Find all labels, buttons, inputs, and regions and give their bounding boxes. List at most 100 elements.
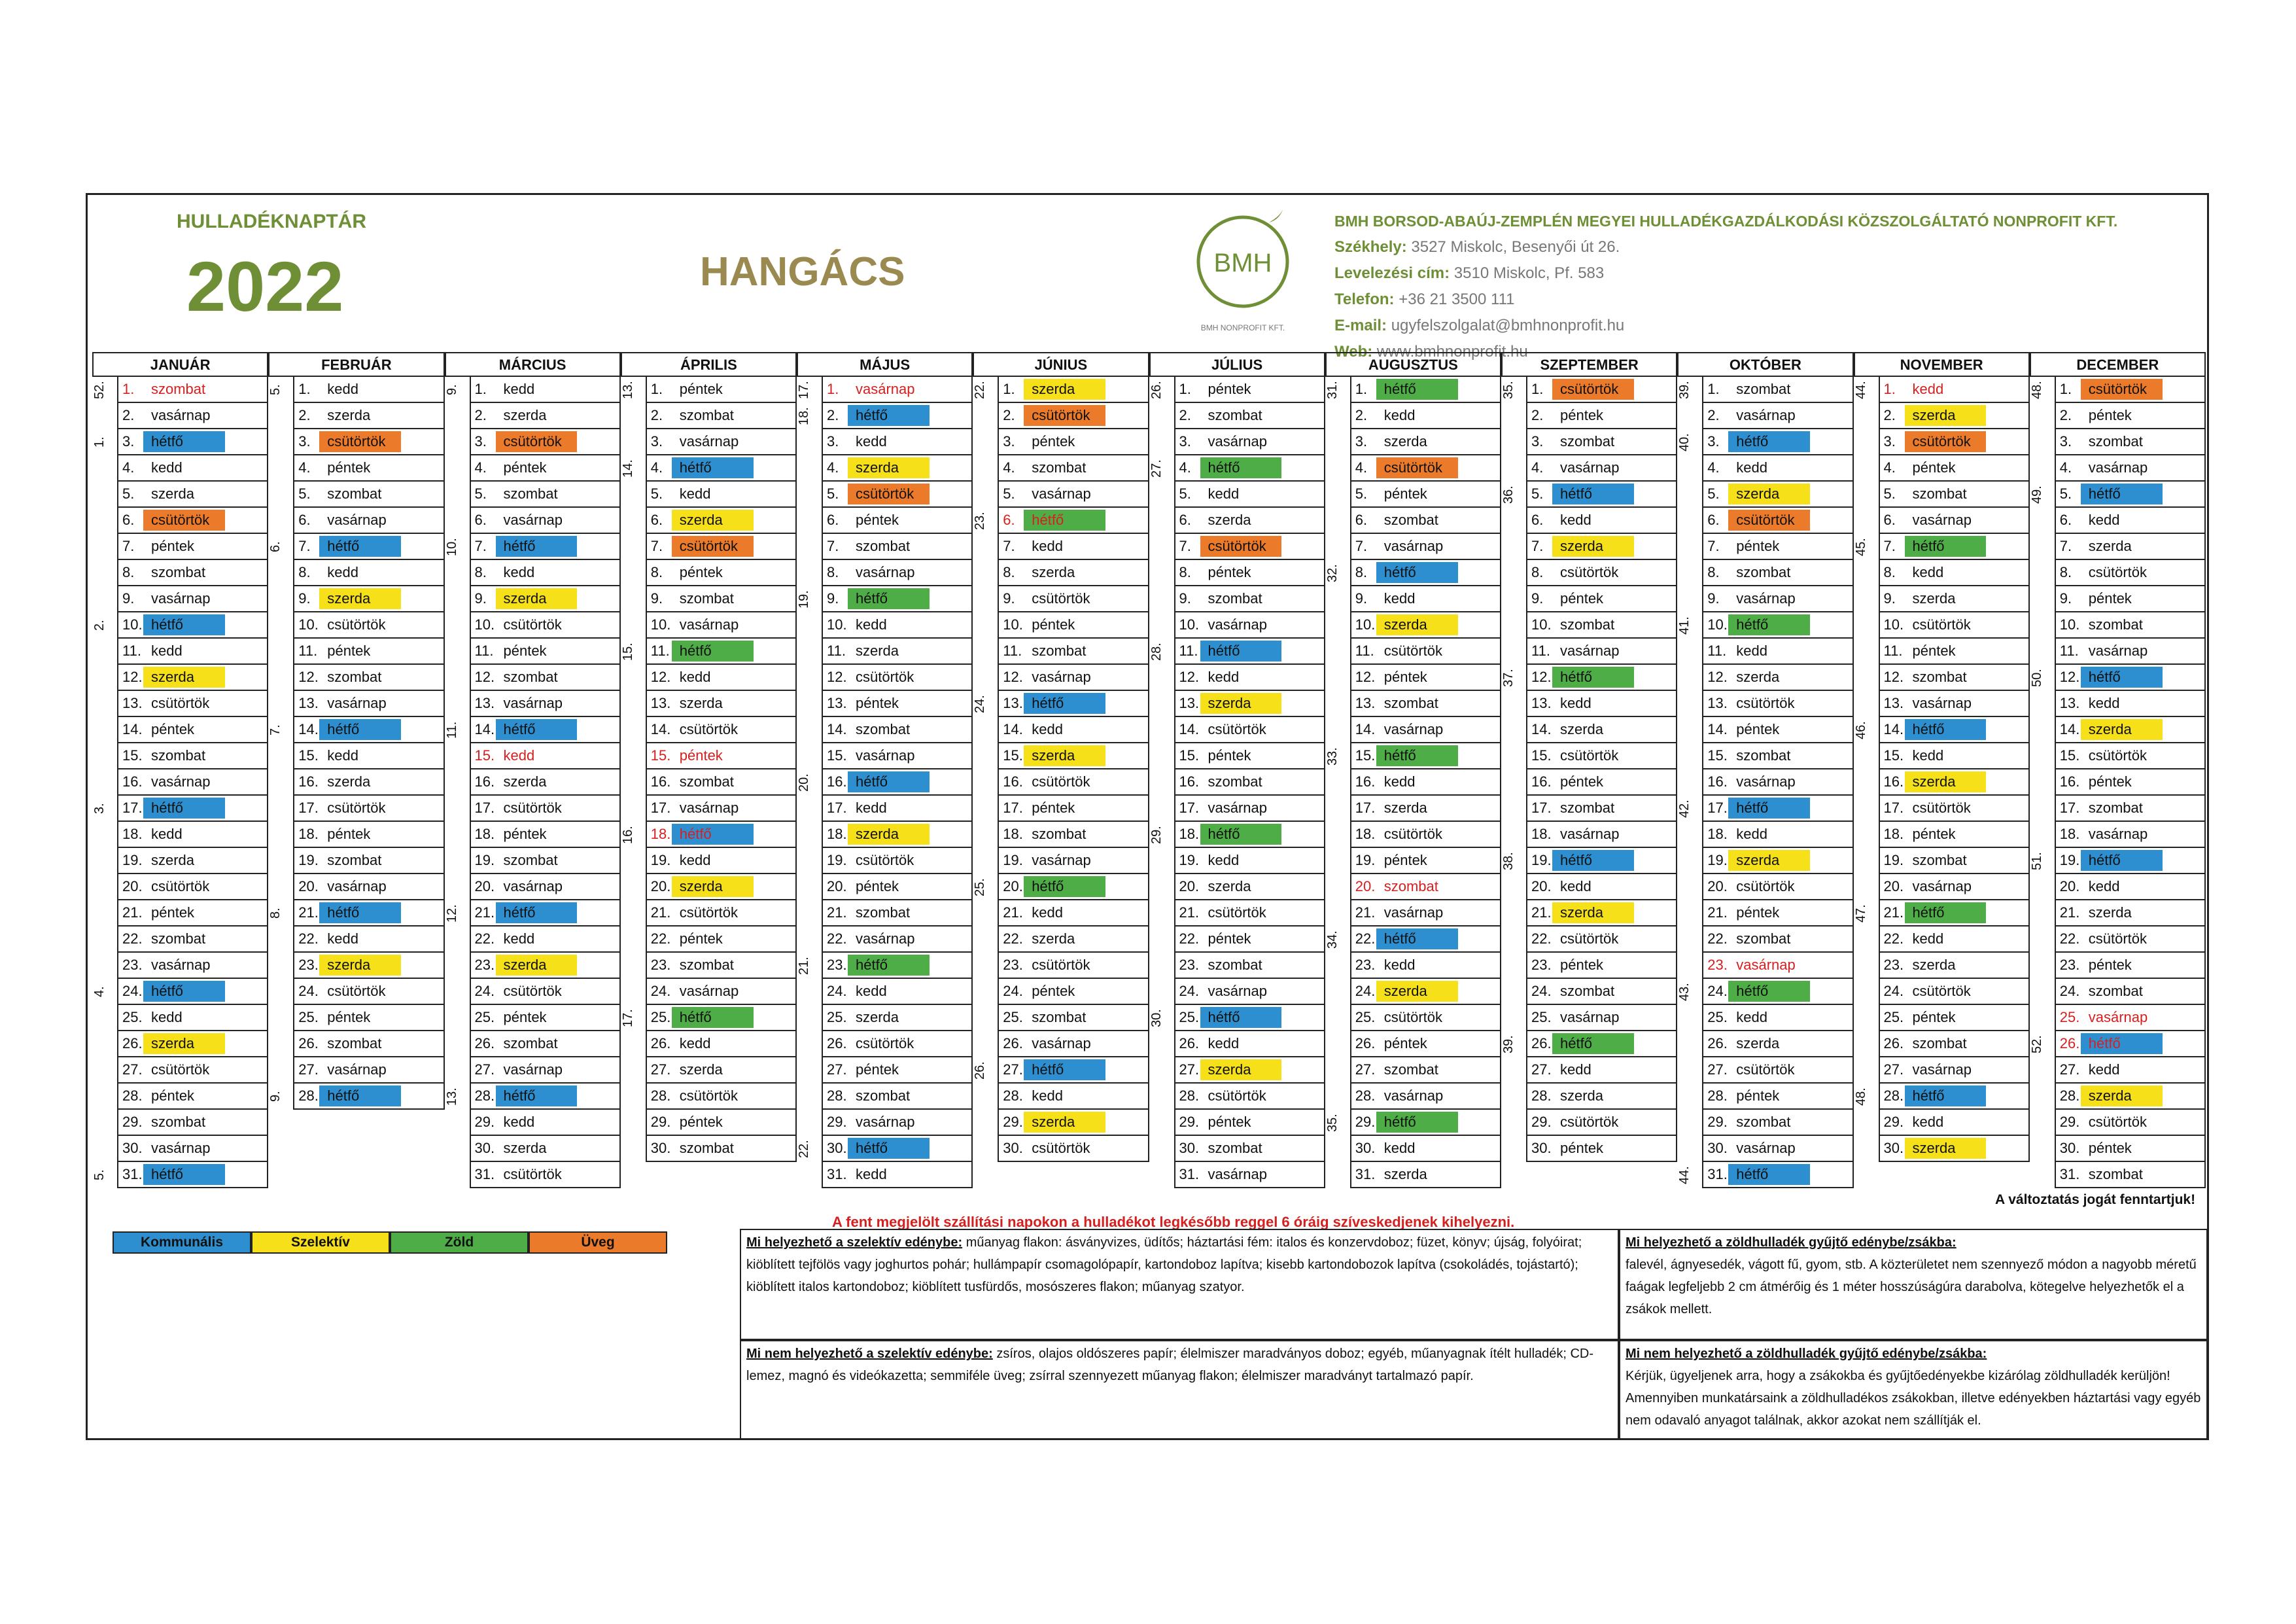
day-row: 17. csütörtök — [1878, 796, 2030, 822]
day-row: 2. vasárnap — [117, 403, 269, 429]
web-value[interactable]: www.bmhnonprofit.hu — [1376, 343, 1528, 361]
day-row: 11. szerda — [822, 639, 973, 665]
day-number: 2. — [298, 407, 311, 423]
pickup-marker — [1904, 719, 1987, 740]
day-weekday: kedd — [1560, 512, 1592, 528]
day-row: 22. szombat — [117, 927, 269, 953]
day-weekday: szombat — [1032, 643, 1087, 659]
day-number: 3. — [1355, 433, 1368, 450]
day-row: 15. péntek — [1174, 743, 1325, 769]
day-row: 28. szombat — [822, 1084, 973, 1110]
day-weekday: szerda — [327, 773, 371, 790]
day-weekday: szerda — [1208, 1061, 1251, 1078]
day-weekday: szerda — [1736, 485, 1780, 502]
day-row: 15. péntek — [645, 743, 797, 769]
day-weekday: szombat — [1736, 381, 1791, 397]
day-row: 12. csütörtök — [822, 665, 973, 691]
day-weekday: vasárnap — [856, 747, 915, 764]
day-number: 2. — [1883, 407, 1896, 423]
day-number: 26. — [298, 1035, 319, 1051]
day-weekday: csütörtök — [1560, 1114, 1619, 1130]
week-number: 40. — [1677, 433, 1692, 451]
day-weekday: csütörtök — [679, 904, 739, 921]
day-row: 29. péntek — [645, 1110, 797, 1136]
day-number: 29. — [1531, 1114, 1552, 1130]
day-row: 9. vasárnap — [1702, 586, 1854, 612]
day-row: 4. kedd — [1702, 455, 1854, 482]
month-column: JÚNIUS 1. szerda 22. 2. csütörtök 3. péntek 4. sz… — [973, 352, 1149, 1196]
day-weekday: szombat — [1383, 1061, 1438, 1078]
day-weekday: szerda — [1032, 564, 1075, 580]
day-weekday: szerda — [1912, 1140, 1956, 1156]
day-weekday: csütörtök — [503, 983, 562, 999]
day-row: 8. csütörtök — [1526, 560, 1678, 586]
month-header: OKTÓBER — [1677, 352, 1854, 377]
legend: Kommunális Szelektív Zöld Üveg — [113, 1231, 667, 1254]
mail-label: Levelezési cím: — [1334, 264, 1450, 282]
day-number: 6. — [2059, 512, 2072, 528]
day-number: 7. — [1179, 538, 1191, 554]
calendar-year: 2022 — [186, 247, 344, 326]
day-row: 17. csütörtök — [469, 796, 621, 822]
day-row: 19. kedd — [645, 848, 797, 874]
week-number: 52. — [2029, 1035, 2044, 1053]
day-number: 18. — [1179, 826, 1200, 842]
day-weekday: kedd — [1383, 407, 1416, 423]
day-weekday: kedd — [1383, 1140, 1416, 1156]
month-column: MÁJUS 1. vasárnap 17. 2. hétfő 18. 3. kedd 4. szer… — [797, 352, 973, 1196]
rights-note: A változtatás jogát fenntartjuk! — [1995, 1192, 2196, 1207]
day-number: 9. — [1883, 590, 1896, 607]
day-number: 18. — [1883, 826, 1904, 842]
day-row: 1. kedd — [293, 377, 445, 403]
day-weekday: kedd — [2088, 512, 2120, 528]
day-row: 11. kedd — [1702, 639, 1854, 665]
day-number: 18. — [1707, 826, 1728, 842]
day-row: 28. szerda — [1526, 1084, 1678, 1110]
day-number: 26. — [122, 1035, 143, 1051]
day-number: 11. — [1003, 643, 1022, 659]
day-number: 8. — [650, 564, 663, 580]
pickup-marker — [2080, 719, 2163, 740]
pickup-marker — [2080, 1033, 2163, 1054]
day-weekday: vasárnap — [1736, 1140, 1796, 1156]
day-row: 19. csütörtök — [822, 848, 973, 874]
day-row: 26. hétfő — [2054, 1031, 2206, 1057]
day-number: 26. — [827, 1035, 847, 1051]
day-weekday: vasárnap — [1736, 407, 1796, 423]
day-weekday: péntek — [1736, 904, 1780, 921]
day-number: 9. — [1531, 590, 1544, 607]
day-row: 24. szombat — [1526, 979, 1678, 1005]
day-number: 5. — [1179, 485, 1191, 502]
pickup-marker — [1024, 876, 1106, 897]
day-weekday: péntek — [2088, 957, 2132, 973]
pickup-marker — [2080, 667, 2163, 688]
day-weekday: vasárnap — [2088, 826, 2148, 842]
day-weekday: szombat — [503, 852, 558, 868]
day-number: 11. — [2059, 643, 2079, 659]
day-row: 23. szerda — [1878, 953, 2030, 979]
email-value[interactable]: ugyfelszolgalat@bmhnonprofit.hu — [1391, 317, 1625, 334]
week-number: 24. — [973, 695, 988, 713]
day-weekday: hétfő — [1383, 930, 1416, 947]
day-number: 14. — [1179, 721, 1200, 737]
week-number: 27. — [1149, 459, 1164, 478]
day-weekday: szombat — [151, 381, 206, 397]
day-weekday: kedd — [1736, 826, 1767, 842]
day-row: 3. szombat — [1526, 429, 1678, 455]
day-row: 20. vasárnap — [1878, 874, 2030, 900]
day-weekday: vasárnap — [151, 773, 211, 790]
day-row: 3. szerda — [1349, 429, 1501, 455]
day-number: 19. — [1003, 852, 1023, 868]
day-weekday: vasárnap — [1032, 485, 1091, 502]
legend-kommunalis: Kommunális — [113, 1231, 251, 1254]
pickup-marker — [143, 614, 225, 635]
day-number: 28. — [1707, 1087, 1728, 1104]
day-row: 16. vasárnap — [1702, 769, 1854, 796]
day-row: 30. péntek — [2054, 1136, 2206, 1162]
pickup-marker — [319, 431, 402, 452]
day-row: 14. péntek — [1702, 717, 1854, 743]
day-row: 7. szerda — [1526, 534, 1678, 560]
day-row: 16. szombat — [1174, 769, 1325, 796]
day-row: 23. kedd — [1349, 953, 1501, 979]
day-row: 23. szombat — [1174, 953, 1325, 979]
